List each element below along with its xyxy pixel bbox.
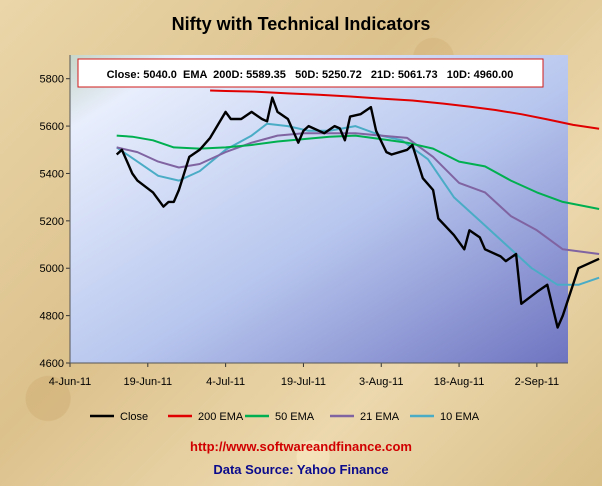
legend-label: 200 EMA [198,411,244,423]
chart-title: Nifty with Technical Indicators [171,14,431,34]
series-line-close [115,96,600,329]
y-tick-label: 5400 [40,168,64,180]
data-source: Data Source: Yahoo Finance [213,462,389,477]
x-tick-label: 4-Jul-11 [206,376,245,388]
series-line-200-ema [210,89,600,130]
legend-label: 10 EMA [440,411,480,423]
x-tick-label: 2-Sep-11 [515,376,559,388]
plot-area [70,55,568,363]
annotation-text: Close: 5040.0 EMA 200D: 5589.35 50D: 525… [107,69,514,81]
y-tick-label: 5600 [40,121,64,133]
x-tick-label: 18-Aug-11 [434,376,485,388]
legend-label: Close [120,411,148,423]
legend-label: 50 EMA [275,411,315,423]
y-tick-label: 5000 [40,263,64,275]
x-tick-label: 19-Jun-11 [123,376,172,388]
y-tick-label: 5200 [40,216,64,228]
annotation-box [77,58,544,88]
y-tick-label: 4800 [40,311,64,323]
x-tick-label: 3-Aug-11 [359,376,403,388]
series-line-10-ema [116,122,600,286]
y-tick-label: 5800 [40,74,64,86]
source-url: http://www.softwareandfinance.com [190,439,412,454]
legend-label: 21 EMA [360,411,400,423]
y-tick-label: 4600 [40,358,64,370]
x-tick-label: 4-Jun-11 [49,376,92,388]
x-tick-label: 19-Jul-11 [281,376,326,388]
